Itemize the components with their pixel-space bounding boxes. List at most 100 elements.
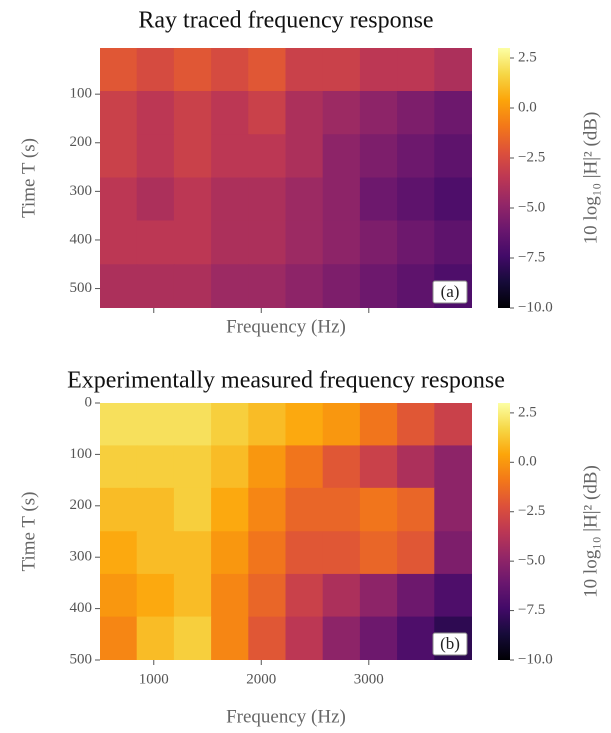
y-axis-label: Time T (s)	[18, 138, 39, 218]
heatmap-cell	[248, 616, 287, 660]
heatmap-cell	[285, 531, 324, 575]
heatmap-cell	[359, 90, 399, 136]
heatmap-cell	[211, 177, 250, 222]
heatmap-cell	[248, 177, 287, 222]
heatmap-cell	[211, 134, 250, 179]
heatmap-cell	[211, 487, 250, 532]
colorbar-label: 10 log₁₀ |H|² (dB)	[580, 112, 601, 245]
y-tick-label: 100	[70, 86, 93, 102]
y-tick-label: 300	[70, 549, 93, 565]
heatmap-cell	[100, 616, 138, 660]
colorbar-tick-label: 2.5	[518, 404, 537, 420]
colorbar-tick-label: −2.5	[518, 149, 545, 165]
heatmap-cell	[173, 177, 213, 222]
heatmap-cell	[434, 220, 472, 266]
heatmap-cell	[397, 220, 436, 266]
y-tick-label: 400	[70, 231, 93, 247]
heatmap-cell	[136, 220, 175, 266]
heatmap-cell	[248, 403, 287, 447]
heatmap-cell	[434, 531, 472, 575]
chart-title: Experimentally measured frequency respon…	[67, 368, 505, 394]
heatmap-cell	[211, 531, 250, 575]
y-tick-label: 500	[70, 651, 93, 667]
heatmap-cell	[434, 177, 472, 222]
heatmap-cell	[397, 177, 436, 222]
heatmap-cell	[136, 403, 175, 447]
heatmap-cell	[322, 90, 361, 136]
heatmap-cell	[359, 134, 399, 179]
colorbar-tick-label: −7.5	[518, 602, 545, 618]
heatmap-cell	[136, 134, 175, 179]
heatmap-cell	[211, 90, 250, 136]
colorbar	[498, 403, 510, 660]
panel-label: (a)	[441, 282, 460, 301]
heatmap-cell	[434, 90, 472, 136]
heatmap-cell	[322, 531, 361, 575]
heatmap-cell	[173, 48, 213, 92]
heatmap-cell	[359, 445, 399, 490]
heatmap-cell	[100, 177, 138, 222]
heatmap-cell	[285, 177, 324, 222]
heatmap-cell	[136, 177, 175, 222]
heatmap-cell	[434, 487, 472, 532]
heatmap	[100, 48, 472, 308]
chart-title: Ray traced frequency response	[138, 8, 433, 34]
heatmap-cell	[397, 264, 436, 308]
colorbar-tick-label: −2.5	[518, 503, 545, 519]
heatmap-cell	[100, 573, 138, 618]
heatmap-cell	[136, 445, 175, 490]
heatmap-cell	[397, 573, 436, 618]
heatmap-cell	[397, 616, 436, 660]
heatmap-cell	[434, 573, 472, 618]
heatmap-cell	[173, 487, 213, 532]
heatmap-cell	[173, 573, 213, 618]
heatmap-cell	[136, 487, 175, 532]
heatmap-cell	[136, 573, 175, 618]
x-axis-label: Frequency (Hz)	[226, 316, 346, 337]
heatmap-cell	[322, 134, 361, 179]
heatmap-cell	[173, 531, 213, 575]
heatmap-cell	[248, 445, 287, 490]
heatmap-cell	[248, 264, 287, 308]
heatmap-cell	[359, 487, 399, 532]
panel-label: (b)	[440, 634, 460, 653]
heatmap-cell	[136, 616, 175, 660]
heatmap-cell	[100, 531, 138, 575]
heatmap-cell	[434, 134, 472, 179]
heatmap-cell	[173, 264, 213, 308]
heatmap-cell	[100, 90, 138, 136]
heatmap-cell	[359, 264, 399, 308]
y-tick-label: 400	[70, 600, 93, 616]
heatmap-cell	[359, 177, 399, 222]
heatmap-cell	[397, 48, 436, 92]
colorbar-tick-label: −10.0	[518, 651, 553, 667]
heatmap-cell	[285, 220, 324, 266]
heatmap-cell	[136, 531, 175, 575]
heatmap-cell	[136, 264, 175, 308]
y-tick-label: 300	[70, 183, 93, 199]
x-axis-label: Frequency (Hz)	[226, 706, 346, 727]
heatmap-cell	[100, 48, 138, 92]
heatmap-cell	[211, 403, 250, 447]
y-tick-label: 0	[85, 394, 93, 410]
heatmap-cell	[211, 616, 250, 660]
heatmap-cell	[173, 616, 213, 660]
heatmap-cell	[173, 445, 213, 490]
heatmap-cell	[285, 487, 324, 532]
y-tick-label: 200	[70, 497, 93, 513]
heatmap-cell	[136, 90, 175, 136]
heatmap-cell	[248, 134, 287, 179]
heatmap-cell	[285, 264, 324, 308]
heatmap-cell	[434, 403, 472, 447]
heatmap-cell	[248, 48, 287, 92]
heatmap-cell	[211, 573, 250, 618]
heatmap-cell	[359, 220, 399, 266]
heatmap-cell	[397, 487, 436, 532]
heatmap-cell	[359, 48, 399, 92]
colorbar-label: 10 log₁₀ |H|² (dB)	[580, 465, 601, 598]
colorbar-tick-label: −5.0	[518, 199, 545, 215]
heatmap-cell	[248, 573, 287, 618]
y-tick-label: 200	[70, 134, 93, 150]
heatmap-cell	[136, 48, 175, 92]
heatmap-cell	[211, 445, 250, 490]
